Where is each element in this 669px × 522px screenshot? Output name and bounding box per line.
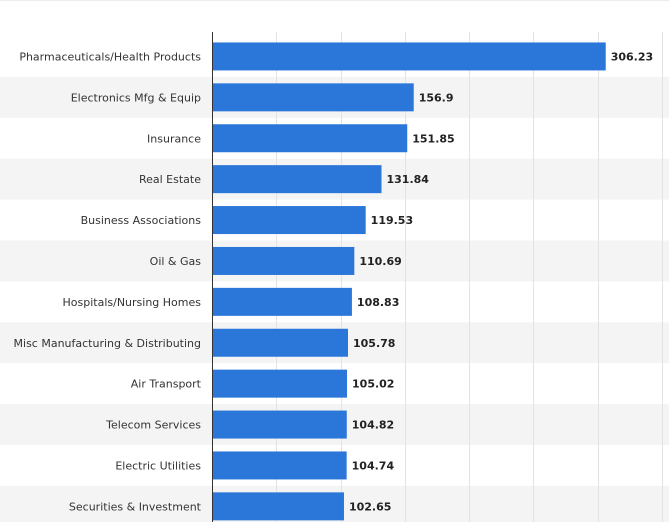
category-label: Real Estate [139, 173, 201, 186]
category-label: Electronics Mfg & Equip [71, 91, 201, 104]
category-label: Hospitals/Nursing Homes [63, 296, 202, 309]
bar [212, 369, 348, 398]
value-label: 104.82 [352, 419, 394, 432]
value-label: 151.85 [412, 132, 454, 145]
bar [212, 451, 347, 480]
category-label: Business Associations [81, 214, 202, 227]
bar [212, 287, 352, 316]
value-label: 105.02 [352, 378, 394, 391]
bar [212, 328, 349, 357]
value-label: 119.53 [371, 214, 413, 227]
category-label: Oil & Gas [150, 255, 202, 268]
category-label: Telecom Services [105, 419, 201, 432]
bar [212, 124, 408, 153]
category-label: Insurance [147, 132, 201, 145]
category-label: Securities & Investment [69, 500, 202, 513]
bar [212, 165, 382, 194]
value-label: 104.74 [352, 459, 395, 472]
bar [212, 42, 606, 71]
bar [212, 492, 344, 521]
category-label: Electric Utilities [115, 459, 201, 472]
value-label: 110.69 [359, 255, 401, 268]
value-label: 156.9 [419, 91, 454, 104]
category-label: Misc Manufacturing & Distributing [14, 337, 201, 350]
category-label: Air Transport [131, 378, 202, 391]
value-label: 306.23 [611, 50, 653, 63]
value-label: 108.83 [357, 296, 399, 309]
value-label: 102.65 [349, 500, 391, 513]
bar [212, 83, 414, 112]
category-label: Pharmaceuticals/Health Products [19, 50, 201, 63]
bar [212, 410, 347, 439]
value-label: 105.78 [353, 337, 395, 350]
bar [212, 246, 355, 275]
value-label: 131.84 [387, 173, 430, 186]
bar [212, 206, 366, 235]
